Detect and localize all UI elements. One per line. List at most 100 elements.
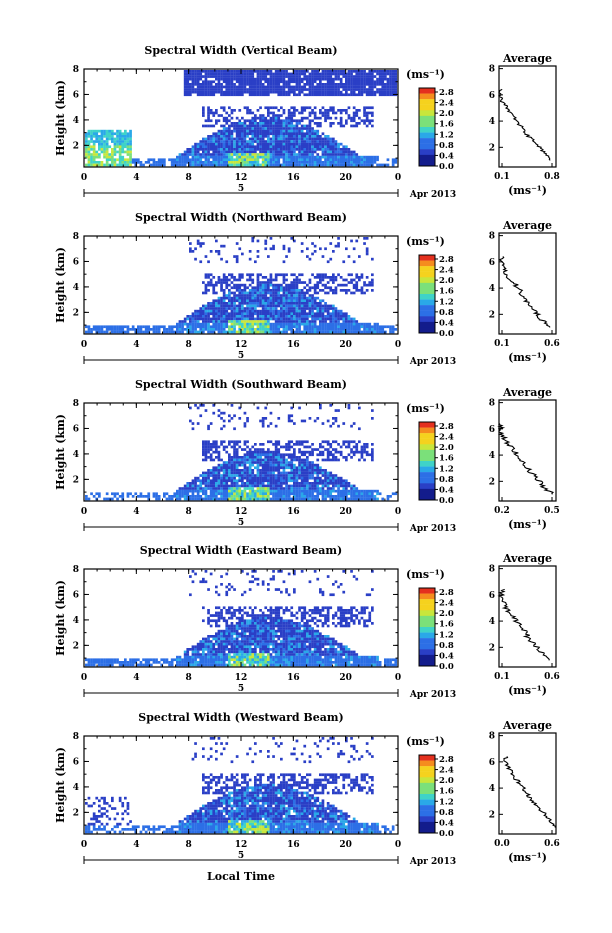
heatmap-cell bbox=[319, 312, 322, 315]
heatmap-cell bbox=[337, 156, 340, 159]
heatmap-cell bbox=[290, 479, 293, 482]
heatmap-cell bbox=[210, 153, 213, 156]
heatmap-cell bbox=[270, 492, 273, 495]
heatmap-cell bbox=[309, 130, 312, 133]
heatmap-cell bbox=[337, 323, 340, 326]
heatmap-cell bbox=[283, 125, 286, 128]
heatmap-cell bbox=[267, 474, 270, 477]
heatmap-cell bbox=[309, 78, 312, 81]
heatmap-cell bbox=[290, 114, 293, 117]
heatmap-cell bbox=[309, 297, 312, 300]
heatmap-cell bbox=[311, 164, 314, 167]
heatmap-cell bbox=[322, 485, 325, 488]
heatmap-cell bbox=[285, 122, 288, 125]
heatmap-cell bbox=[233, 255, 236, 258]
heatmap-cell bbox=[285, 310, 288, 313]
heatmap-cell bbox=[249, 318, 252, 321]
heatmap-cell bbox=[277, 453, 280, 456]
heatmap-cell bbox=[210, 161, 213, 164]
heatmap-cell bbox=[306, 325, 309, 328]
heatmap-cell bbox=[285, 135, 288, 138]
heatmap-cell bbox=[225, 461, 228, 464]
heatmap-cell bbox=[194, 88, 197, 91]
heatmap-cell bbox=[316, 284, 319, 287]
heatmap-cell bbox=[384, 93, 387, 96]
heatmap-cell bbox=[309, 93, 312, 96]
heatmap-cell bbox=[228, 479, 231, 482]
heatmap-cell bbox=[350, 91, 353, 94]
heatmap-cell bbox=[212, 323, 215, 326]
heatmap-cell bbox=[220, 164, 223, 167]
heatmap-cell bbox=[337, 328, 340, 331]
heatmap-cell bbox=[288, 292, 291, 295]
heatmap-cell bbox=[220, 312, 223, 315]
heatmap-cell bbox=[259, 312, 262, 315]
heatmap-cell bbox=[392, 73, 395, 76]
heatmap-cell bbox=[293, 312, 296, 315]
heatmap-cell bbox=[358, 80, 361, 83]
heatmap-cell bbox=[124, 161, 127, 164]
heatmap-cell bbox=[327, 145, 330, 148]
heatmap-cell bbox=[212, 145, 215, 148]
heatmap-cell bbox=[309, 328, 312, 331]
heatmap-cell bbox=[374, 93, 377, 96]
heatmap-cell bbox=[251, 320, 254, 323]
heatmap-cell bbox=[309, 492, 312, 495]
heatmap-cell bbox=[280, 106, 283, 109]
heatmap-cell bbox=[192, 250, 195, 253]
heatmap-cell bbox=[223, 135, 226, 138]
heatmap-cell bbox=[371, 86, 374, 89]
heatmap-cell bbox=[212, 310, 215, 313]
heatmap-cell bbox=[207, 495, 210, 498]
heatmap-cell bbox=[340, 153, 343, 156]
heatmap-cell bbox=[319, 466, 322, 469]
heatmap-cell bbox=[283, 328, 286, 331]
heatmap-cell bbox=[285, 459, 288, 462]
heatmap-cell bbox=[280, 122, 283, 125]
heatmap-cell bbox=[293, 490, 296, 493]
heatmap-cell bbox=[249, 279, 252, 282]
heatmap-cell bbox=[111, 132, 114, 135]
heatmap-cell bbox=[231, 143, 234, 146]
heatmap-cell bbox=[225, 325, 228, 328]
heatmap-cell bbox=[205, 305, 208, 308]
heatmap-cell bbox=[194, 498, 197, 501]
heatmap-cell bbox=[314, 156, 317, 159]
heatmap-cell bbox=[301, 73, 304, 76]
heatmap-cell bbox=[275, 143, 278, 146]
heatmap-cell bbox=[309, 145, 312, 148]
heatmap-cell bbox=[231, 498, 234, 501]
heatmap-cell bbox=[340, 446, 343, 449]
heatmap-cell bbox=[301, 140, 304, 143]
heatmap-cell bbox=[202, 320, 205, 323]
heatmap-cell bbox=[283, 88, 286, 91]
heatmap-cell bbox=[223, 302, 226, 305]
heatmap-cell bbox=[205, 453, 208, 456]
average-title: Average bbox=[502, 52, 552, 65]
heatmap-cell bbox=[262, 83, 265, 86]
heatmap-cell bbox=[290, 153, 293, 156]
heatmap-cell bbox=[259, 75, 262, 78]
heatmap-cell bbox=[95, 138, 98, 141]
heatmap-cell bbox=[342, 325, 345, 328]
heatmap-cell bbox=[228, 443, 231, 446]
heatmap-cell bbox=[267, 487, 270, 490]
heatmap-cell bbox=[303, 125, 306, 128]
heatmap-cell bbox=[309, 498, 312, 501]
heatmap-cell bbox=[233, 153, 236, 156]
heatmap-cell bbox=[314, 122, 317, 125]
heatmap-cell bbox=[387, 325, 390, 328]
colorbar-unit: (ms⁻¹) bbox=[406, 235, 445, 248]
heatmap-cell bbox=[306, 466, 309, 469]
heatmap-cell bbox=[246, 420, 249, 423]
heatmap-cell bbox=[324, 440, 327, 443]
heatmap-cell bbox=[329, 122, 332, 125]
heatmap-cell bbox=[337, 487, 340, 490]
heatmap-cell bbox=[288, 122, 291, 125]
heatmap-cell bbox=[301, 80, 304, 83]
heatmap-cell bbox=[236, 80, 239, 83]
heatmap-cell bbox=[251, 474, 254, 477]
heatmap-cell bbox=[249, 88, 252, 91]
heatmap-cell bbox=[345, 315, 348, 318]
heatmap-cell bbox=[303, 148, 306, 151]
